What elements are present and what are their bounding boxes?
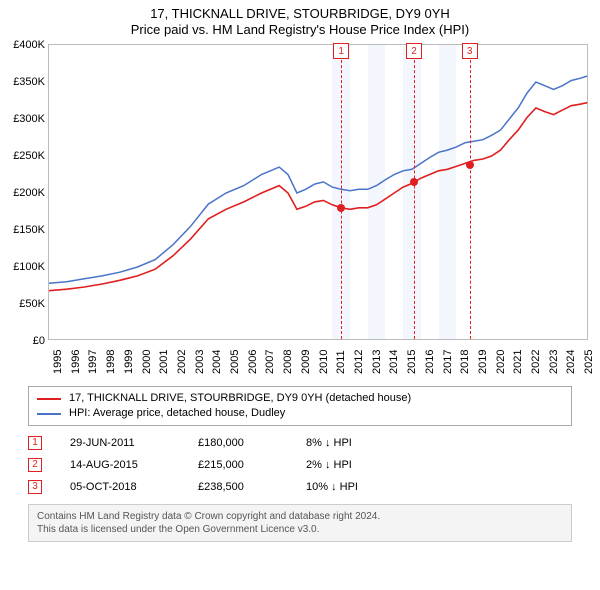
chart-y-tick-label: £400K	[13, 39, 49, 51]
chart-x-tick-label: 2022	[530, 350, 542, 374]
chart-x-tick-label: 1998	[105, 350, 117, 374]
chart-container: 17, THICKNALL DRIVE, STOURBRIDGE, DY9 0Y…	[0, 0, 600, 590]
chart-x-tick-label: 2018	[459, 350, 471, 374]
event-marker-row: 1 29-JUN-2011 £180,000 8% ↓ HPI	[28, 432, 572, 454]
chart-event-dot	[337, 204, 345, 212]
chart-x-tick-label: 2000	[141, 350, 153, 374]
chart-y-tick-label: £100K	[13, 261, 49, 273]
footer-attribution: Contains HM Land Registry data © Crown c…	[28, 504, 572, 542]
legend-swatch	[37, 398, 61, 400]
chart-x-tick-label: 2008	[282, 350, 294, 374]
chart-x-tick-label: 2006	[247, 350, 259, 374]
chart-y-tick-label: £250K	[13, 150, 49, 162]
legend-label: 17, THICKNALL DRIVE, STOURBRIDGE, DY9 0Y…	[69, 391, 411, 406]
title-subtitle: Price paid vs. HM Land Registry's House …	[0, 22, 600, 38]
footer-line-1: Contains HM Land Registry data © Crown c…	[37, 510, 563, 523]
chart-event-badge: 2	[406, 43, 422, 59]
chart-x-axis-labels: 1995 1996 1997 1998 1999 2000 2001 2002 2003 2004…	[48, 340, 588, 382]
event-marker-delta: 10% ↓ HPI	[306, 476, 396, 498]
chart-y-tick-label: £200K	[13, 187, 49, 199]
chart-event-line	[470, 45, 471, 339]
chart-x-tick-label: 2024	[565, 350, 577, 374]
legend-label: HPI: Average price, detached house, Dudl…	[69, 406, 285, 421]
event-marker-badge: 2	[28, 458, 42, 472]
chart-y-tick-label: £350K	[13, 76, 49, 88]
legend-row: HPI: Average price, detached house, Dudl…	[37, 406, 563, 421]
chart-series-property	[49, 103, 587, 291]
event-marker-delta: 2% ↓ HPI	[306, 454, 396, 476]
chart-x-tick-label: 2021	[512, 350, 524, 374]
chart-event-line	[341, 45, 342, 339]
chart-x-tick-label: 2001	[158, 350, 170, 374]
chart-event-dot	[466, 161, 474, 169]
chart-x-tick-label: 2017	[442, 350, 454, 374]
chart-y-tick-label: £300K	[13, 113, 49, 125]
chart-x-tick-label: 2014	[388, 350, 400, 374]
chart-x-tick-label: 2013	[371, 350, 383, 374]
event-marker-date: 14-AUG-2015	[70, 454, 170, 476]
chart-y-tick-label: £50K	[19, 298, 49, 310]
chart-x-tick-label: 2023	[548, 350, 560, 374]
chart-x-tick-label: 2011	[335, 350, 347, 374]
chart-y-tick-label: £150K	[13, 224, 49, 236]
chart-x-tick-label: 1997	[87, 350, 99, 374]
legend: 17, THICKNALL DRIVE, STOURBRIDGE, DY9 0Y…	[28, 386, 572, 426]
chart-x-tick-label: 2019	[477, 350, 489, 374]
chart-plot-area: £0£50K£100K£150K£200K£250K£300K£350K£400…	[48, 44, 588, 340]
event-marker-date: 29-JUN-2011	[70, 432, 170, 454]
chart-x-tick-label: 1996	[70, 350, 82, 374]
chart-x-tick-label: 2003	[194, 350, 206, 374]
chart-event-dot	[410, 178, 418, 186]
event-marker-table: 1 29-JUN-2011 £180,000 8% ↓ HPI 2 14-AUG-2015…	[28, 432, 572, 498]
chart-y-tick-label: £0	[33, 335, 49, 347]
chart-series-hpi	[49, 76, 587, 283]
event-marker-badge: 1	[28, 436, 42, 450]
event-marker-delta: 8% ↓ HPI	[306, 432, 396, 454]
chart-x-tick-label: 2004	[211, 350, 223, 374]
chart-x-tick-label: 2020	[495, 350, 507, 374]
chart-lines-svg	[49, 45, 589, 341]
chart-event-badge: 3	[462, 43, 478, 59]
chart-x-tick-label: 1995	[52, 350, 64, 374]
chart-x-tick-label: 2007	[264, 350, 276, 374]
chart-x-tick-label: 2010	[318, 350, 330, 374]
chart-x-tick-label: 2005	[229, 350, 241, 374]
legend-swatch	[37, 413, 61, 415]
chart-x-tick-label: 2016	[424, 350, 436, 374]
event-marker-price: £180,000	[198, 432, 278, 454]
event-marker-price: £215,000	[198, 454, 278, 476]
chart-x-tick-label: 2012	[353, 350, 365, 374]
chart-x-tick-label: 2002	[176, 350, 188, 374]
event-marker-badge: 3	[28, 480, 42, 494]
chart-event-line	[414, 45, 415, 339]
chart-x-tick-label: 2015	[406, 350, 418, 374]
event-marker-row: 3 05-OCT-2018 £238,500 10% ↓ HPI	[28, 476, 572, 498]
footer-line-2: This data is licensed under the Open Gov…	[37, 523, 563, 536]
chart-x-tick-label: 2025	[583, 350, 595, 374]
event-marker-date: 05-OCT-2018	[70, 476, 170, 498]
event-marker-price: £238,500	[198, 476, 278, 498]
title-address: 17, THICKNALL DRIVE, STOURBRIDGE, DY9 0Y…	[0, 6, 600, 22]
chart-event-badge: 1	[333, 43, 349, 59]
event-marker-row: 2 14-AUG-2015 £215,000 2% ↓ HPI	[28, 454, 572, 476]
legend-row: 17, THICKNALL DRIVE, STOURBRIDGE, DY9 0Y…	[37, 391, 563, 406]
chart-x-tick-label: 1999	[123, 350, 135, 374]
chart-x-tick-label: 2009	[300, 350, 312, 374]
